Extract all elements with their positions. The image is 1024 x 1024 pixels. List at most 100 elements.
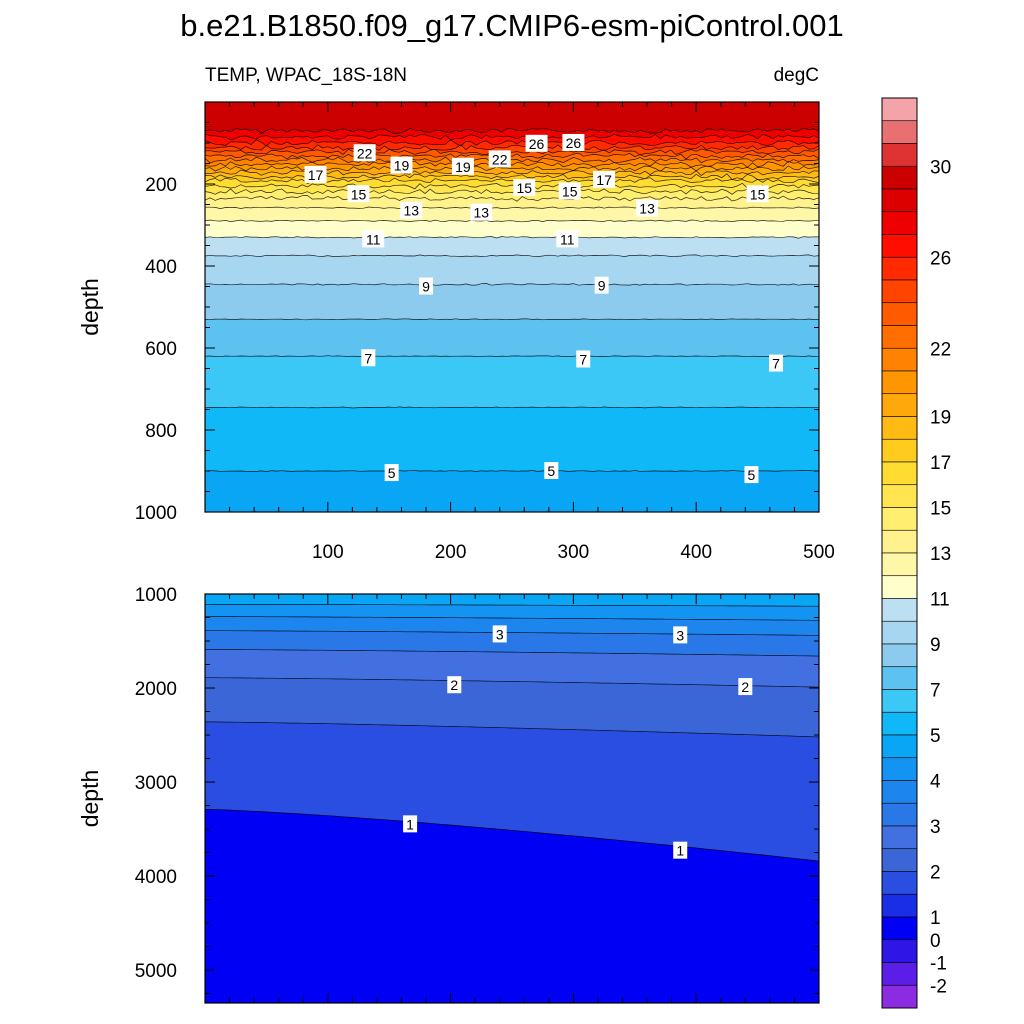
y-tick-label: 400 (145, 257, 177, 278)
contour-label: 17 (304, 165, 327, 183)
svg-text:15: 15 (562, 183, 578, 199)
isotherm-line (205, 355, 819, 358)
colorbar-swatch (881, 893, 918, 918)
contour-label: 15 (746, 185, 769, 203)
contour-label: 7 (769, 354, 784, 372)
contour-label: 2 (447, 676, 462, 694)
svg-text:9: 9 (422, 279, 430, 295)
contour-label: 19 (390, 156, 413, 174)
isotherm-line (205, 677, 819, 688)
contour-label: 26 (525, 134, 548, 152)
isotherm-line (205, 318, 819, 321)
contour-label: 15 (347, 185, 370, 203)
colorbar-tick-label: 19 (930, 408, 951, 429)
colorbar-swatch (881, 188, 918, 213)
colorbar-tick-label: 13 (930, 544, 951, 565)
colorbar-swatch (881, 234, 918, 258)
colorbar-tick-label: -1 (930, 954, 947, 975)
svg-text:11: 11 (560, 231, 575, 247)
variable-region-label: TEMP, WPAC_18S-18N (205, 65, 407, 86)
colorbar-tick-label: 3 (930, 817, 941, 838)
isotherm-line (205, 177, 819, 184)
axes: 200 400 600 800 1000 100 200 300 400 500 depth (77, 101, 835, 563)
x-tick-label: 300 (558, 542, 590, 563)
isotherm-line (205, 721, 819, 738)
y-tick-label: 800 (145, 421, 177, 442)
isotherm-line (205, 649, 819, 657)
svg-text:5: 5 (388, 465, 396, 481)
isotherm-line (205, 254, 819, 257)
contour-label: 26 (562, 134, 585, 151)
units-label: degC (774, 65, 819, 86)
y-tick-label: 200 (145, 175, 177, 196)
isotherm-line (205, 219, 819, 223)
contour-label: 7 (576, 350, 591, 368)
colorbar-tick-label: 1 (930, 908, 941, 929)
y-tick-label: 1000 (135, 503, 177, 524)
isotherm-line (205, 156, 819, 164)
contour-label: 1 (673, 841, 688, 859)
colorbar-tick-label: 17 (930, 453, 951, 474)
contour-label: 15 (513, 179, 536, 197)
contour-label: 7 (361, 349, 376, 367)
colorbar-swatch (881, 871, 918, 895)
colorbar-swatch (881, 643, 918, 668)
contour-label: 22 (488, 150, 511, 168)
contour-band (205, 470, 819, 512)
colorbar-swatch (881, 552, 918, 577)
lower-panel: 3 3 2 2 1 1 1000 2000 3000 4000 5000 depth (77, 585, 820, 1004)
svg-text:15: 15 (750, 186, 766, 202)
y-tick-label: 1000 (135, 585, 177, 606)
svg-text:13: 13 (639, 201, 655, 217)
colorbar-swatch (881, 438, 918, 463)
colorbar-swatch (881, 165, 918, 190)
isotherm-line (205, 144, 819, 152)
colorbar-tick-label: 2 (930, 863, 941, 884)
colorbar-swatch (881, 484, 918, 508)
svg-text:7: 7 (772, 356, 780, 372)
x-tick-label: 200 (435, 542, 467, 563)
colorbar-swatch (881, 825, 918, 850)
svg-text:17: 17 (596, 172, 612, 188)
isotherm-line (205, 616, 819, 621)
colorbar-swatch (881, 916, 918, 941)
svg-text:13: 13 (474, 205, 490, 221)
colorbar-swatch (881, 575, 918, 599)
y-tick-label: 4000 (135, 867, 177, 888)
contour-label: 22 (353, 144, 376, 162)
svg-text:1: 1 (676, 843, 684, 859)
isotherm-line (205, 236, 819, 239)
svg-text:3: 3 (496, 626, 504, 642)
colorbar-tick-label: 0 (930, 931, 941, 952)
colorbar-swatch (881, 507, 918, 531)
colorbar: -2-101 2 3 4 5 7 9 11 13 15 17 19 22 26 30 (881, 97, 951, 1009)
isotherm-line (205, 630, 819, 636)
colorbar-swatch (881, 598, 918, 622)
svg-text:17: 17 (308, 167, 324, 183)
contour-label: 15 (558, 182, 581, 200)
colorbar-swatch (881, 370, 918, 395)
colorbar-swatch (881, 325, 918, 349)
svg-text:3: 3 (676, 627, 684, 643)
svg-text:1: 1 (406, 816, 414, 832)
isotherm-line (205, 808, 819, 862)
isotherm-line (205, 139, 819, 147)
isotherm-line (205, 283, 819, 286)
colorbar-swatch (881, 143, 918, 167)
contour-label: 1 (403, 815, 418, 833)
svg-text:22: 22 (357, 145, 373, 161)
colorbar-swatch (881, 802, 918, 827)
isotherm-line (205, 182, 819, 190)
y-tick-label: 3000 (135, 773, 177, 794)
colorbar-swatch (881, 120, 918, 144)
svg-text:22: 22 (492, 151, 508, 167)
colorbar-swatch (881, 256, 918, 281)
colorbar-tick-label: 11 (930, 590, 950, 611)
colorbar-swatch (881, 279, 918, 304)
colorbar-swatch (881, 939, 918, 963)
contour-label: 17 (593, 170, 616, 188)
svg-text:26: 26 (566, 135, 582, 151)
contour-label: 9 (419, 277, 434, 295)
svg-text:26: 26 (529, 136, 545, 152)
colorbar-swatch (881, 848, 918, 872)
